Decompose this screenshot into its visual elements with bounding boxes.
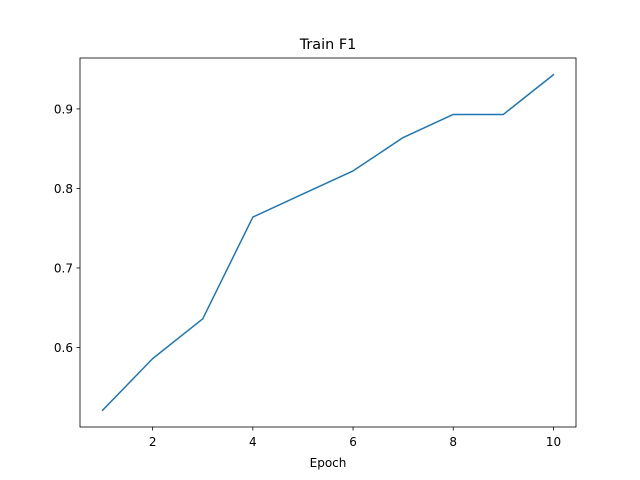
x-axis: 2 4 6 8 10 xyxy=(149,427,561,449)
x-tick-label: 10 xyxy=(546,435,561,449)
series-line xyxy=(101,73,555,412)
x-tick-label: 4 xyxy=(249,435,257,449)
x-tick-label: 6 xyxy=(349,435,357,449)
y-tick-label: 0.6 xyxy=(54,341,73,355)
plot-area xyxy=(101,73,555,412)
chart-title: Train F1 xyxy=(299,37,357,53)
y-tick-label: 0.7 xyxy=(54,261,73,275)
x-axis-label: Epoch xyxy=(310,456,347,470)
plot-frame xyxy=(79,57,577,428)
y-tick-label: 0.9 xyxy=(54,102,73,116)
y-axis: 0.6 0.7 0.8 0.9 xyxy=(54,102,80,355)
x-tick-label: 8 xyxy=(449,435,457,449)
x-tick-label: 2 xyxy=(149,435,157,449)
y-tick-label: 0.8 xyxy=(54,182,73,196)
